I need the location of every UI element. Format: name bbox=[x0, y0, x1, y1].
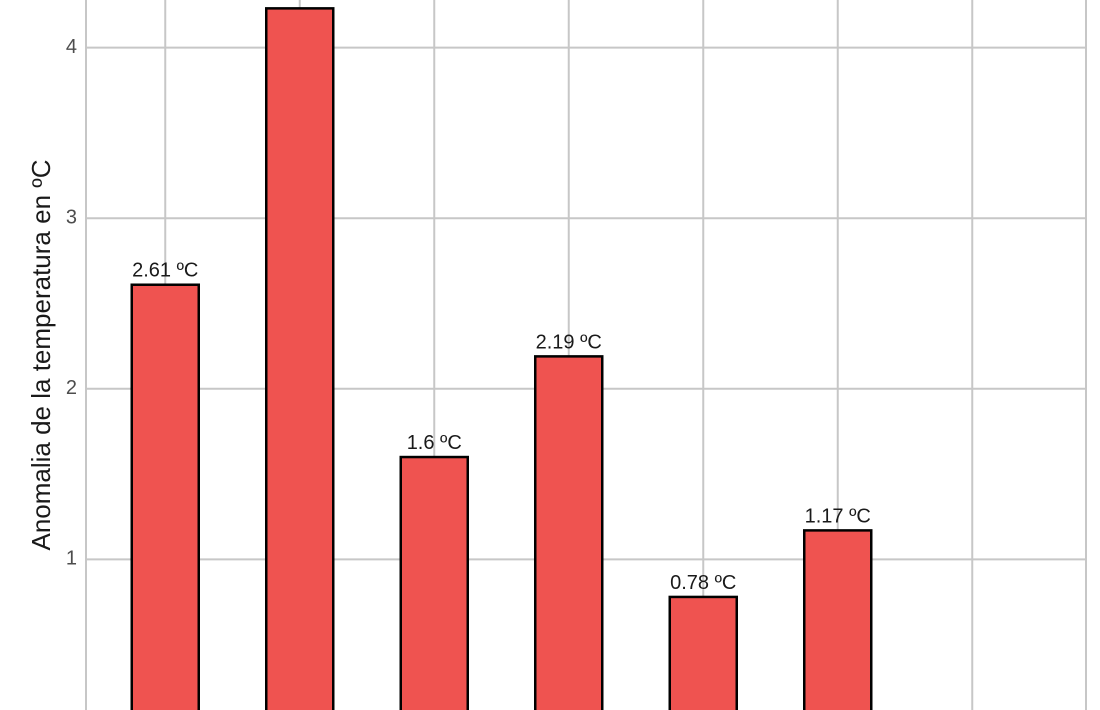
bar-value-label: 2.61 ºC bbox=[132, 260, 198, 282]
bar bbox=[130, 283, 200, 710]
y-tick-label: 2 bbox=[66, 377, 77, 399]
bars bbox=[130, 7, 873, 710]
bar-value-label: 1.6 ºC bbox=[407, 432, 462, 454]
bar bbox=[265, 7, 335, 710]
bar bbox=[668, 595, 738, 710]
y-tick-label: 4 bbox=[66, 36, 77, 58]
bar-value-label: 1.17 ºC bbox=[805, 505, 871, 527]
bar-value-label: 0.78 ºC bbox=[670, 572, 736, 594]
bar bbox=[534, 355, 604, 710]
bar bbox=[803, 529, 873, 710]
y-tick-label: 3 bbox=[66, 206, 77, 228]
bar-value-label: 2.19 ºC bbox=[536, 331, 602, 353]
y-tick-labels: 1 2 3 4 bbox=[66, 36, 77, 570]
bar bbox=[399, 455, 469, 710]
data-labels: 2.61 ºC 1.6 ºC 2.19 ºC 0.78 ºC 1.17 ºC bbox=[132, 260, 871, 594]
y-tick-label: 1 bbox=[66, 548, 77, 570]
y-axis-title: Anomalia de la temperatura en ºC bbox=[26, 159, 56, 550]
